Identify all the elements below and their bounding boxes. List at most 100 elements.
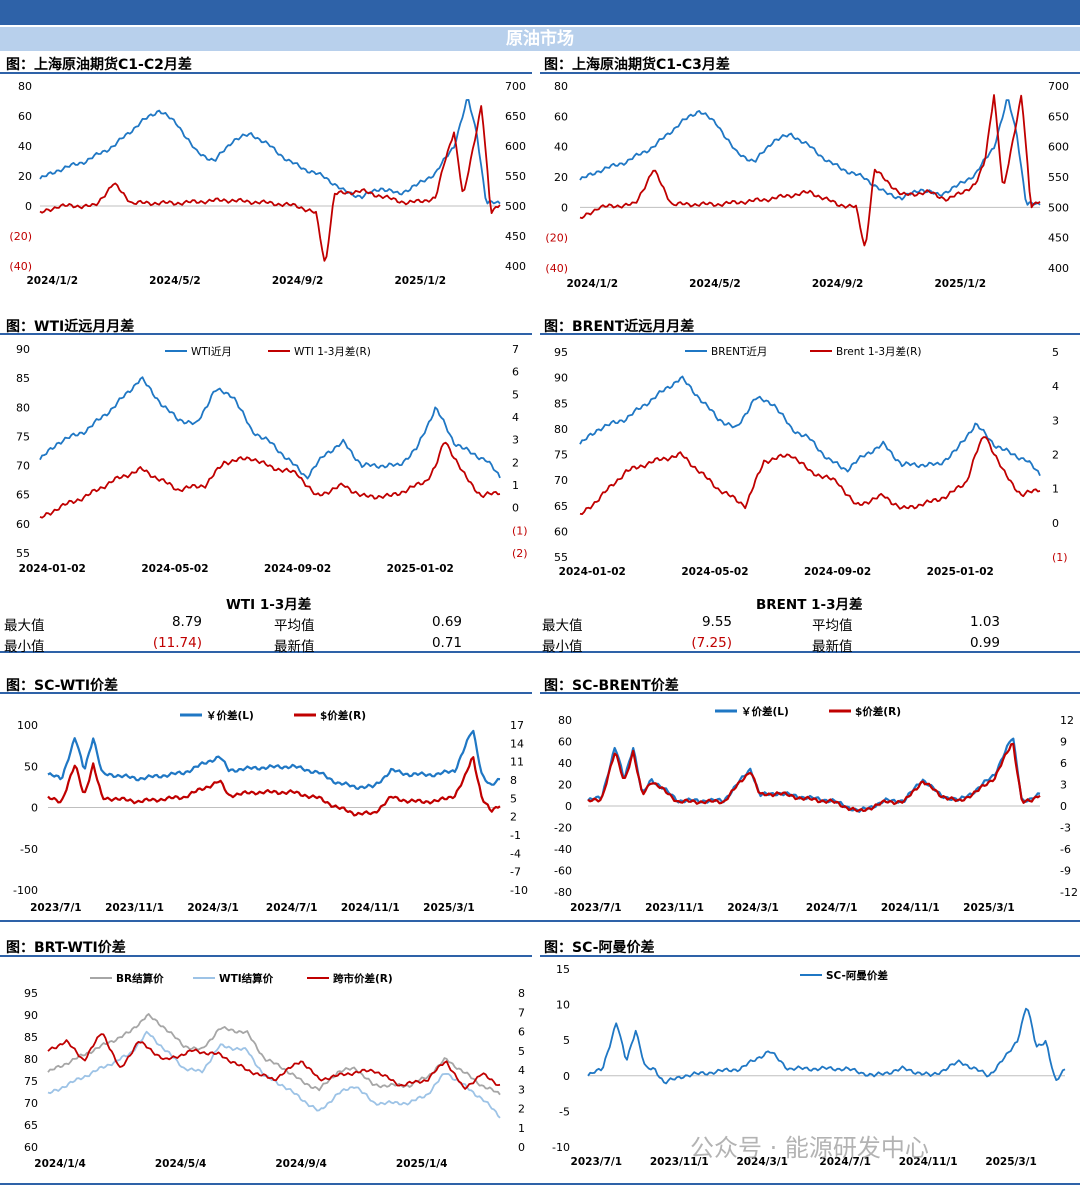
chart-sc-wti: 100 50 0 -50 -100 17 14 11 8 5 2 -1 -4 -7 -10 2023/7/1 2… bbox=[13, 709, 528, 914]
chart-wti-spread: 908580757065605576543210(1)(2)2024-01-02… bbox=[16, 343, 528, 575]
stat-value-min: (11.74) bbox=[152, 635, 202, 651]
y-right-tick-label: 5 bbox=[512, 388, 519, 401]
legend-label: $价差(R) bbox=[320, 709, 366, 722]
x-tick-label: 2024/3/1 bbox=[736, 1156, 788, 1168]
y-left-tick-label: 75 bbox=[554, 449, 568, 462]
y-left-tick-label: 65 bbox=[16, 489, 30, 502]
x-tick-label: 2024/7/1 bbox=[266, 902, 318, 914]
series-line-1 bbox=[579, 94, 1041, 247]
chart-title-p2: 图：上海原油期货C1-C3月差 bbox=[544, 57, 730, 73]
y-left-tick-label: 75 bbox=[24, 1075, 38, 1088]
y-right-tick-label: 11 bbox=[510, 756, 524, 769]
legend-label: BRENT近月 bbox=[711, 345, 767, 358]
y-left-tick-label: 60 bbox=[18, 110, 32, 123]
y-right-tick-label: -3 bbox=[1060, 822, 1071, 835]
y-right-tick-label: 0 bbox=[518, 1141, 525, 1154]
y-left-tick-label: 90 bbox=[16, 343, 30, 356]
chart-title-p1: 图：上海原油期货C1-C2月差 bbox=[6, 57, 192, 73]
y-left-tick-label: -10 bbox=[552, 1141, 570, 1154]
y-right-tick-label: 3 bbox=[512, 434, 519, 447]
y-left-tick-label: 80 bbox=[554, 423, 568, 436]
x-tick-label: 2025-01-02 bbox=[387, 563, 454, 575]
y-left-tick-label: 95 bbox=[554, 346, 568, 359]
legend-label: $价差(R) bbox=[855, 705, 901, 718]
y-left-tick-label: 40 bbox=[558, 757, 572, 770]
x-tick-label: 2024/5/4 bbox=[155, 1158, 207, 1170]
stat-label-max: 最大值 bbox=[4, 618, 45, 634]
chart-title-p8: 图：SC-阿曼价差 bbox=[544, 940, 655, 956]
y-left-tick-label: 60 bbox=[554, 110, 568, 123]
y-right-tick-label: 2 bbox=[1052, 449, 1059, 462]
x-tick-label: 2023/11/1 bbox=[645, 902, 704, 914]
series-line-1 bbox=[39, 441, 501, 519]
series-line-2 bbox=[47, 1033, 501, 1090]
y-right-tick-label: 700 bbox=[505, 80, 526, 93]
y-left-tick-label: -5 bbox=[559, 1105, 570, 1118]
stat-value-avg: 0.69 bbox=[431, 614, 462, 630]
y-right-tick-label: 650 bbox=[505, 110, 526, 123]
y-right-tick-label: 2 bbox=[510, 811, 517, 824]
stat-label-latest: 最新值 bbox=[812, 639, 853, 655]
y-left-tick-label: 15 bbox=[556, 963, 570, 976]
title-underline bbox=[0, 955, 532, 957]
legend-label: BR结算价 bbox=[116, 972, 164, 985]
stat-value-max: 8.79 bbox=[171, 614, 202, 630]
y-right-tick-label: 12 bbox=[1060, 714, 1074, 727]
section-divider bbox=[0, 1183, 1080, 1185]
legend-label: ￥价差(L) bbox=[206, 709, 254, 722]
y-left-tick-label: 55 bbox=[16, 547, 30, 560]
stat-label-min: 最小值 bbox=[4, 639, 45, 655]
y-left-tick-label: -50 bbox=[20, 843, 38, 856]
legend-label: SC-阿曼价差 bbox=[826, 969, 888, 982]
y-right-tick-label: 450 bbox=[1048, 232, 1069, 245]
watermark: 公众号 · 能源研发中心 bbox=[690, 1134, 929, 1162]
y-left-tick-label: (20) bbox=[9, 230, 32, 243]
y-left-tick-label: 90 bbox=[24, 1009, 38, 1022]
y-left-tick-label: 85 bbox=[16, 372, 30, 385]
x-tick-label: 2025/1/2 bbox=[395, 275, 447, 287]
title-underline bbox=[540, 692, 1080, 694]
y-left-tick-label: 100 bbox=[17, 719, 38, 732]
y-right-tick-label: -1 bbox=[510, 829, 521, 842]
stat-label-min: 最小值 bbox=[542, 639, 583, 655]
series-line-1 bbox=[39, 105, 501, 262]
series-line-0 bbox=[579, 375, 1041, 477]
y-right-tick-label: -9 bbox=[1060, 865, 1071, 878]
y-left-tick-label: 70 bbox=[16, 460, 30, 473]
y-right-tick-label: 700 bbox=[1048, 80, 1069, 93]
y-left-tick-label: 20 bbox=[554, 171, 568, 184]
legend-label: WTI近月 bbox=[191, 345, 232, 358]
y-right-tick-label: 0 bbox=[1052, 517, 1059, 530]
x-tick-label: 2024-01-02 bbox=[559, 566, 626, 578]
y-right-tick-label: (1) bbox=[1052, 551, 1068, 564]
y-right-tick-label: 3 bbox=[518, 1083, 525, 1096]
title-underline bbox=[540, 72, 1080, 74]
x-tick-label: 2024-09-02 bbox=[804, 566, 871, 578]
x-tick-label: 2024/5/2 bbox=[689, 278, 741, 290]
stat-label-max: 最大值 bbox=[542, 618, 583, 634]
x-tick-label: 2024/9/4 bbox=[275, 1158, 327, 1170]
y-right-tick-label: -6 bbox=[1060, 843, 1071, 856]
chart-title-p4: 图：BRENT近远月月差 bbox=[544, 319, 695, 335]
y-right-tick-label: 7 bbox=[512, 343, 519, 356]
y-left-tick-label: 50 bbox=[24, 760, 38, 773]
y-left-tick-label: 20 bbox=[18, 170, 32, 183]
legend-label: WTI结算价 bbox=[219, 972, 274, 985]
title-underline bbox=[540, 955, 1080, 957]
y-left-tick-label: -100 bbox=[13, 884, 38, 897]
y-left-tick-label: 90 bbox=[554, 372, 568, 385]
y-left-tick-label: 0 bbox=[565, 800, 572, 813]
y-right-tick-label: 2 bbox=[518, 1103, 525, 1116]
x-tick-label: 2024-05-02 bbox=[141, 563, 208, 575]
stats-title-brent: BRENT 1-3月差 bbox=[756, 597, 863, 613]
title-underline bbox=[0, 692, 532, 694]
x-tick-label: 2024/3/1 bbox=[187, 902, 239, 914]
y-right-tick-label: 6 bbox=[1060, 757, 1067, 770]
y-right-tick-label: 500 bbox=[505, 200, 526, 213]
x-tick-label: 2024-05-02 bbox=[681, 566, 748, 578]
y-left-tick-label: 70 bbox=[24, 1097, 38, 1110]
series-line-0 bbox=[39, 376, 501, 480]
x-tick-label: 2023/7/1 bbox=[571, 1156, 623, 1168]
y-left-tick-label: 10 bbox=[556, 999, 570, 1012]
